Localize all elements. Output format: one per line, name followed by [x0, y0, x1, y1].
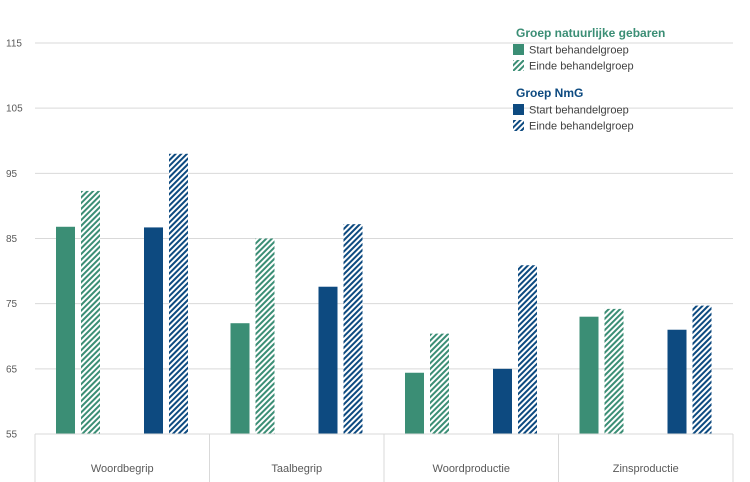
bar-natuurlijke-start [230, 323, 250, 434]
bar-nmg-einde [518, 265, 537, 434]
bar-natuurlijke-einde [255, 238, 275, 434]
legend-entry-label: Start behandelgroep [529, 105, 629, 117]
y-tick-label: 75 [6, 299, 18, 310]
y-tick-label: 55 [6, 430, 18, 441]
legend-swatch [513, 120, 524, 131]
bar-nmg-start [667, 329, 687, 434]
legend-entry-label: Einde behandelgroep [529, 61, 634, 73]
x-tick-label: Zinsproductie [613, 463, 679, 475]
y-tick-label: 115 [6, 39, 22, 50]
bar-nmg-start [493, 368, 512, 434]
legend: Groep natuurlijke gebaren Start behandelg… [513, 26, 665, 133]
legend-entry-label: Start behandelgroep [529, 45, 629, 57]
y-tick-label: 85 [6, 234, 18, 245]
bar-nmg-einde [692, 305, 712, 434]
x-axis [34, 433, 734, 482]
bar-nmg-start [144, 227, 163, 434]
x-tick-label: Taalbegrip [271, 463, 322, 475]
legend-group-title: Groep NmG [516, 86, 583, 100]
x-tick-label: Woordbegrip [91, 463, 154, 475]
bar-natuurlijke-start [405, 372, 424, 434]
legend-swatch [513, 44, 524, 55]
bar-nmg-einde [343, 224, 363, 434]
bar-natuurlijke-start [579, 316, 599, 434]
x-tick-label: Woordproductie [433, 463, 510, 475]
bar-nmg-einde [169, 153, 188, 435]
y-tick-label: 65 [6, 364, 18, 375]
y-axis-ticks: 55 65 75 85 95 105 115 [6, 39, 23, 441]
bar-nmg-start [318, 286, 338, 434]
bar-natuurlijke-einde [81, 190, 100, 434]
legend-swatch [513, 60, 524, 71]
legend-swatch [513, 104, 524, 115]
y-tick-label: 95 [6, 169, 18, 180]
legend-entry-label: Einde behandelgroep [529, 121, 634, 133]
legend-group-title: Groep natuurlijke gebaren [516, 26, 665, 40]
bars [56, 153, 712, 435]
bar-natuurlijke-einde [604, 308, 624, 434]
bar-natuurlijke-einde [430, 333, 449, 434]
x-axis-labels: Woordbegrip Taalbegrip Woordproductie Zinsp… [91, 463, 679, 475]
y-tick-label: 105 [6, 104, 23, 115]
gridlines [35, 42, 733, 370]
bar-natuurlijke-start [56, 226, 75, 434]
